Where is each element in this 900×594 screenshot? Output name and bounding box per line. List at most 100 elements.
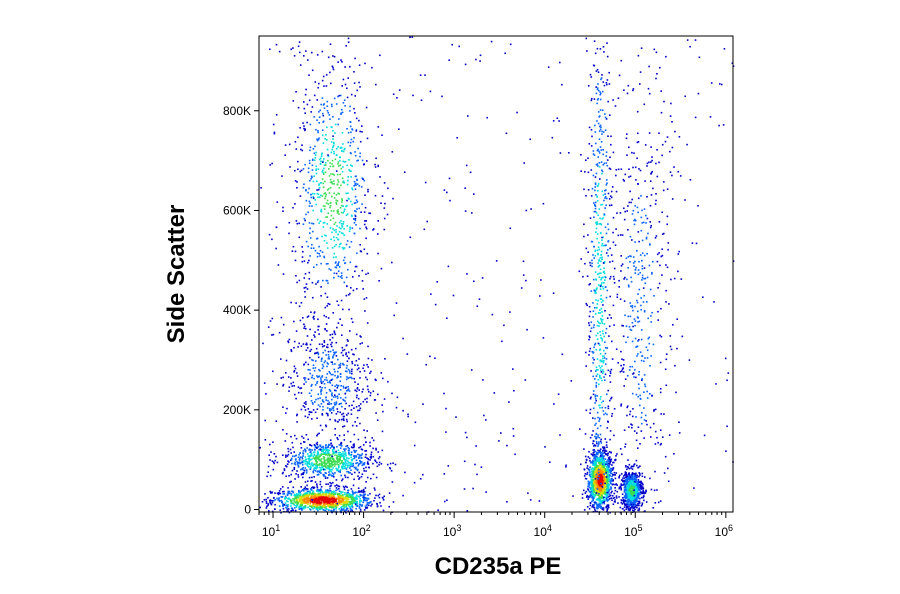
event-point xyxy=(596,237,598,240)
event-point xyxy=(363,493,365,495)
event-point xyxy=(603,473,605,475)
event-point xyxy=(319,196,321,198)
event-point xyxy=(315,347,318,350)
event-point xyxy=(317,404,320,406)
event-point xyxy=(302,452,305,455)
event-point xyxy=(593,502,596,504)
event-point xyxy=(327,460,329,463)
event-point xyxy=(379,176,381,178)
event-point xyxy=(601,322,604,325)
event-point xyxy=(358,477,361,479)
event-point xyxy=(330,412,333,414)
event-point xyxy=(595,288,598,291)
event-point xyxy=(347,476,349,479)
event-point xyxy=(596,307,598,309)
event-point xyxy=(359,508,362,511)
event-point xyxy=(599,91,601,93)
data-points xyxy=(259,36,735,514)
event-point xyxy=(323,340,326,342)
event-point xyxy=(340,184,342,187)
event-point xyxy=(279,488,282,490)
event-point xyxy=(597,183,600,185)
event-point xyxy=(322,455,325,458)
event-point xyxy=(320,464,323,467)
event-point xyxy=(609,261,611,263)
event-point xyxy=(344,160,347,163)
event-point xyxy=(597,498,600,501)
event-point xyxy=(319,480,322,483)
event-point xyxy=(599,367,602,369)
event-point xyxy=(614,459,617,462)
event-point xyxy=(288,386,291,388)
event-point xyxy=(592,479,594,482)
event-point xyxy=(597,485,599,488)
event-point xyxy=(309,372,311,375)
event-point xyxy=(289,499,292,502)
event-point xyxy=(600,78,602,81)
event-point xyxy=(296,181,298,183)
event-point xyxy=(313,453,316,456)
event-point xyxy=(355,462,357,465)
event-point xyxy=(591,477,594,479)
event-point xyxy=(590,493,592,495)
event-point xyxy=(326,373,329,375)
event-point xyxy=(367,498,370,500)
event-point xyxy=(341,413,343,416)
event-point xyxy=(327,491,330,494)
event-point xyxy=(338,502,341,504)
event-point xyxy=(595,471,597,473)
event-point xyxy=(315,499,318,501)
event-point xyxy=(597,476,599,479)
event-point xyxy=(357,397,360,400)
event-point xyxy=(337,262,339,265)
event-point xyxy=(296,222,299,225)
event-point xyxy=(337,494,340,497)
event-point xyxy=(316,139,319,142)
event-point xyxy=(351,203,353,206)
event-point xyxy=(601,461,604,463)
event-point xyxy=(329,444,331,446)
event-point xyxy=(353,137,355,139)
event-point xyxy=(605,462,607,464)
event-point xyxy=(270,499,272,502)
event-point xyxy=(332,461,335,463)
event-point xyxy=(301,457,304,460)
event-point xyxy=(367,366,369,368)
event-point xyxy=(328,303,331,306)
event-point xyxy=(596,471,599,474)
event-point xyxy=(322,405,324,408)
event-point xyxy=(330,151,333,154)
event-point xyxy=(354,95,356,97)
event-point xyxy=(298,495,301,497)
event-point xyxy=(321,251,324,253)
event-point xyxy=(593,40,596,42)
event-point xyxy=(603,469,605,471)
event-point xyxy=(356,179,358,181)
event-point xyxy=(328,490,330,492)
event-point xyxy=(593,504,595,506)
event-point xyxy=(304,494,306,496)
event-point xyxy=(284,498,286,500)
event-point xyxy=(325,216,327,218)
event-point xyxy=(624,491,627,494)
event-point xyxy=(367,345,369,348)
event-point xyxy=(591,471,593,473)
event-point xyxy=(595,502,598,504)
event-point xyxy=(375,447,377,450)
event-point xyxy=(304,379,306,381)
event-point xyxy=(594,342,597,345)
event-point xyxy=(305,199,308,202)
event-point xyxy=(306,484,308,487)
event-point xyxy=(589,504,592,507)
event-point xyxy=(335,203,338,206)
event-point xyxy=(320,494,322,497)
event-point xyxy=(588,350,591,353)
event-point xyxy=(606,446,608,448)
event-point xyxy=(595,487,598,489)
event-point xyxy=(378,463,380,466)
event-point xyxy=(307,455,310,457)
event-point xyxy=(322,447,325,449)
event-point xyxy=(321,50,324,53)
event-point xyxy=(354,214,356,217)
event-point xyxy=(311,159,314,161)
